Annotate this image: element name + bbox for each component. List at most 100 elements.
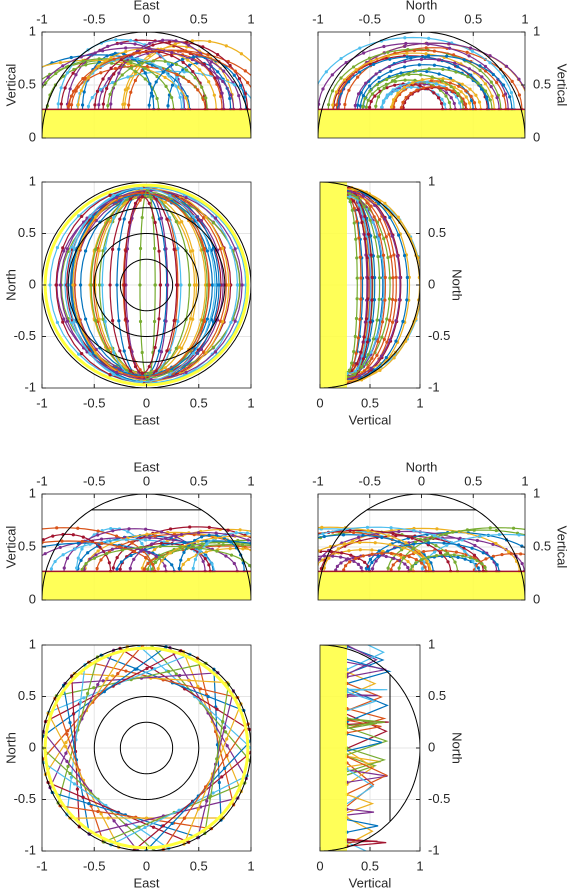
sample-point: [379, 317, 383, 321]
sample-point: [377, 76, 381, 80]
x-tick-label: 0: [316, 858, 323, 873]
sample-point: [290, 544, 293, 547]
sample-point: [381, 99, 386, 103]
sample-point: [432, 550, 437, 554]
trajectories: [318, 32, 525, 138]
sample-point: [229, 553, 234, 557]
sample-point: [313, 568, 316, 571]
sample-point: [426, 555, 431, 559]
sample-point: [263, 570, 266, 573]
sample-point: [129, 369, 133, 373]
sample-point: [305, 570, 308, 573]
sample-point: [400, 548, 404, 552]
sample-point: [469, 73, 473, 77]
sample-point: [154, 554, 158, 558]
trajectory: [318, 541, 432, 572]
sample-point: [402, 556, 406, 560]
sample-point: [331, 554, 335, 558]
sample-point: [358, 540, 362, 545]
sample-point: [358, 70, 362, 74]
sample-point: [353, 372, 357, 376]
sample-point: [368, 89, 372, 93]
sample-point: [338, 89, 343, 93]
sample-point: [112, 372, 116, 377]
sample-point: [66, 729, 70, 733]
sample-point: [108, 92, 112, 96]
sample-point: [117, 319, 121, 323]
sample-point: [170, 95, 174, 100]
sample-point: [54, 71, 58, 76]
sample-point: [105, 552, 109, 556]
sample-point: [369, 204, 373, 208]
sample-point: [385, 93, 389, 97]
sample-point: [355, 219, 359, 224]
sample-point: [380, 256, 384, 260]
x-tick-label: 1: [416, 858, 423, 873]
sample-point: [145, 666, 149, 671]
sample-point: [468, 87, 472, 91]
sample-point: [371, 337, 375, 341]
sample-point: [92, 556, 96, 560]
sample-point: [370, 356, 374, 360]
sample-point: [126, 530, 130, 534]
sample-point: [140, 350, 144, 355]
sample-point: [432, 91, 436, 95]
sample-point: [186, 58, 190, 62]
sample-point: [105, 677, 109, 681]
x-axis-label: North: [406, 459, 438, 474]
sample-point: [177, 566, 181, 571]
sample-point: [278, 570, 281, 573]
trajectory: [346, 191, 401, 379]
sample-point: [355, 297, 359, 301]
sample-point: [387, 232, 391, 236]
sample-point: [375, 353, 379, 357]
sample-point: [187, 79, 191, 84]
sample-point: [69, 55, 73, 60]
sample-point: [98, 545, 102, 549]
sample-point: [253, 108, 256, 111]
sample-point: [425, 69, 429, 74]
sample-point: [99, 537, 104, 541]
trajectory: [42, 47, 235, 110]
sample-point: [468, 556, 473, 560]
sample-point: [153, 220, 157, 225]
sample-point: [419, 57, 424, 61]
sample-point: [246, 538, 250, 542]
sample-point: [124, 823, 128, 827]
sample-point: [399, 71, 403, 75]
x-tick-label: 1: [521, 11, 528, 26]
sample-point: [122, 349, 126, 353]
sample-point: [65, 556, 70, 560]
sample-point: [489, 80, 493, 84]
sample-point: [353, 334, 357, 339]
sample-point: [124, 317, 128, 321]
sample-point: [449, 96, 453, 100]
sample-point: [447, 42, 451, 46]
sample-point: [207, 320, 212, 324]
sample-point: [290, 541, 293, 544]
sample-point: [249, 541, 251, 545]
sample-point: [34, 69, 37, 72]
sample-point: [473, 543, 477, 548]
sample-point: [190, 57, 194, 62]
sample-point: [454, 70, 458, 74]
sample-point: [86, 75, 90, 80]
sample-point: [415, 88, 419, 92]
sample-point: [138, 319, 143, 324]
sample-point: [63, 86, 67, 90]
y-tick-label: 0: [428, 276, 435, 291]
sample-point: [75, 566, 79, 570]
sample-point: [265, 567, 268, 570]
x-tick-label: 1: [416, 395, 423, 410]
sample-point: [351, 199, 356, 203]
y-tick-label: -1: [24, 379, 36, 394]
sample-point: [126, 62, 130, 66]
sample-point: [284, 561, 287, 564]
sample-point: [241, 547, 245, 551]
ground-band: [318, 109, 525, 138]
trajectory: [143, 545, 251, 572]
sample-point: [184, 370, 188, 374]
sample-point: [389, 551, 393, 556]
y-tick-label: 0: [29, 739, 36, 754]
sample-point: [56, 102, 60, 106]
